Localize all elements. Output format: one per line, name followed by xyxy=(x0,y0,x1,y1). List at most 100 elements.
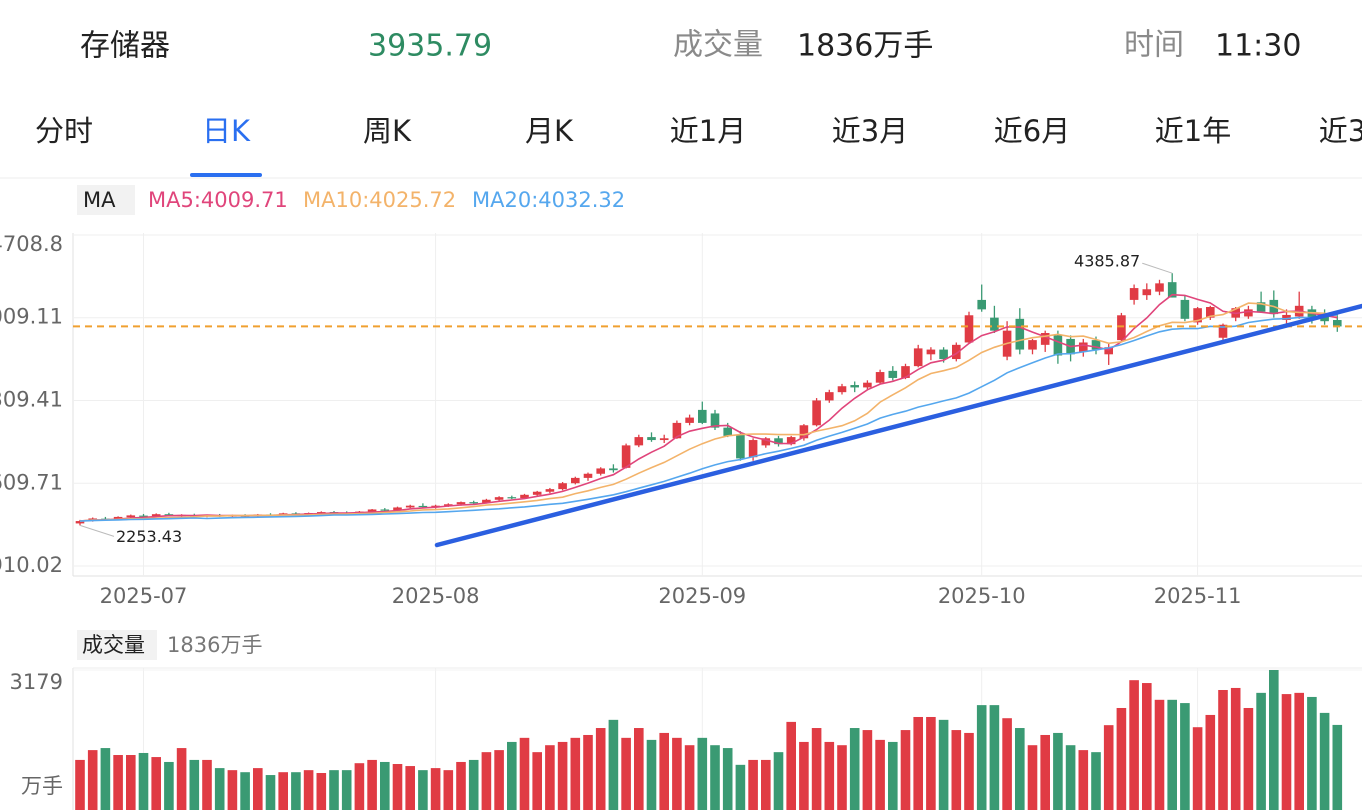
volume-bar xyxy=(1218,689,1228,810)
candle-body xyxy=(913,348,923,367)
volume-bar xyxy=(900,730,911,810)
volume-bar xyxy=(519,737,530,810)
candle-body xyxy=(418,505,428,508)
candle-body xyxy=(621,445,631,468)
volume-bar xyxy=(849,728,860,810)
index-name: 存储器 xyxy=(80,29,170,64)
candle-body xyxy=(659,438,669,441)
volume-bar xyxy=(1103,725,1114,810)
volume-bar xyxy=(583,734,593,810)
tab[interactable]: 近1月 xyxy=(670,114,746,148)
candle-body xyxy=(736,434,745,459)
volume-bar xyxy=(430,768,441,810)
x-tick-label: 2025-10 xyxy=(938,584,1026,608)
volume-bar xyxy=(735,764,746,810)
volume-tick-label: 3179 xyxy=(10,670,63,694)
volume-bar xyxy=(202,759,212,810)
candle-body xyxy=(799,425,809,439)
candle-body xyxy=(380,509,390,511)
candle-body xyxy=(850,385,859,388)
candle-body xyxy=(685,417,694,423)
candle-body xyxy=(545,489,555,492)
volume-bar xyxy=(176,748,187,810)
candle-body xyxy=(596,468,605,474)
x-tick-label: 2025-09 xyxy=(658,584,746,608)
candle-body xyxy=(964,315,974,343)
volume-bar xyxy=(1065,745,1076,810)
volume-bar xyxy=(1192,727,1203,810)
volume-bar xyxy=(875,739,885,810)
candle-body xyxy=(1244,309,1253,317)
y-tick-label: 3309.41 xyxy=(0,388,63,412)
volume-bar xyxy=(938,719,949,810)
volume-bar xyxy=(1015,728,1025,810)
volume-bar xyxy=(1002,718,1012,810)
volume-bar xyxy=(710,745,720,810)
volume-bar xyxy=(354,763,365,810)
candle-body xyxy=(888,370,898,378)
candle-body xyxy=(520,494,529,499)
candle-body xyxy=(139,515,148,517)
candle-body xyxy=(609,468,618,471)
volume-bar xyxy=(1053,732,1063,810)
tab[interactable]: 近3年 xyxy=(1319,114,1362,148)
candle-body xyxy=(1028,340,1037,350)
candle-body xyxy=(1117,315,1126,341)
volume-bar xyxy=(1332,724,1343,810)
candle-body xyxy=(558,483,567,490)
tab[interactable]: 月K xyxy=(525,114,574,148)
volume-bar xyxy=(1269,670,1279,810)
candle-body xyxy=(1040,333,1050,345)
legend-entry: MA10:4025.72 xyxy=(303,188,456,212)
candle-body xyxy=(812,400,821,426)
candle-body xyxy=(1053,335,1063,356)
volume-bar xyxy=(1040,734,1050,810)
volume-bar xyxy=(1205,714,1216,810)
tab[interactable]: 近1年 xyxy=(1155,114,1231,148)
tab[interactable]: 近6月 xyxy=(994,114,1070,148)
tab[interactable]: 分时 xyxy=(35,114,93,148)
volume-bar xyxy=(151,757,161,810)
volume-bar xyxy=(773,752,784,810)
volume-bar xyxy=(341,770,352,810)
candle-body xyxy=(1307,309,1317,321)
tab[interactable]: 日K xyxy=(202,114,251,148)
volume-bar xyxy=(595,728,606,810)
volume-bar xyxy=(976,705,987,810)
candle-body xyxy=(875,372,885,383)
volume-bar xyxy=(608,719,619,810)
candle-body xyxy=(494,497,504,500)
candle-body xyxy=(901,366,910,378)
candle-body xyxy=(926,349,936,355)
candle-body xyxy=(748,440,758,458)
candle-body xyxy=(444,504,453,506)
volume-bar xyxy=(227,770,238,810)
volume-bar xyxy=(1116,707,1127,810)
volume-label: 成交量 xyxy=(673,28,763,63)
volume-bar xyxy=(989,705,1000,810)
volume-bar xyxy=(532,752,542,810)
tab[interactable]: 周K xyxy=(363,114,412,148)
x-tick-label: 2025-08 xyxy=(392,584,480,608)
candle-body xyxy=(952,344,961,360)
candle-body xyxy=(939,349,948,360)
volume-bar xyxy=(837,745,847,810)
tab[interactable]: 近3月 xyxy=(832,114,908,148)
volume-bar xyxy=(253,768,263,810)
volume-value: 1836万手 xyxy=(797,29,933,64)
candle-body xyxy=(469,502,478,504)
volume-bar xyxy=(87,750,98,810)
candle-body xyxy=(1218,324,1228,338)
y-tick-label: 4708.8 xyxy=(0,232,63,256)
volume-bar xyxy=(761,759,771,810)
candle-body xyxy=(126,515,136,518)
candle-body xyxy=(317,512,326,514)
x-tick-label: 2025-11 xyxy=(1154,584,1242,608)
volume-unit: 万手 xyxy=(21,774,63,798)
high-label: 4385.87 xyxy=(1074,252,1140,271)
volume-bar xyxy=(672,737,682,810)
volume-panel-value: 1836万手 xyxy=(167,633,262,657)
candle-body xyxy=(1167,282,1177,298)
volume-bar xyxy=(964,732,974,810)
